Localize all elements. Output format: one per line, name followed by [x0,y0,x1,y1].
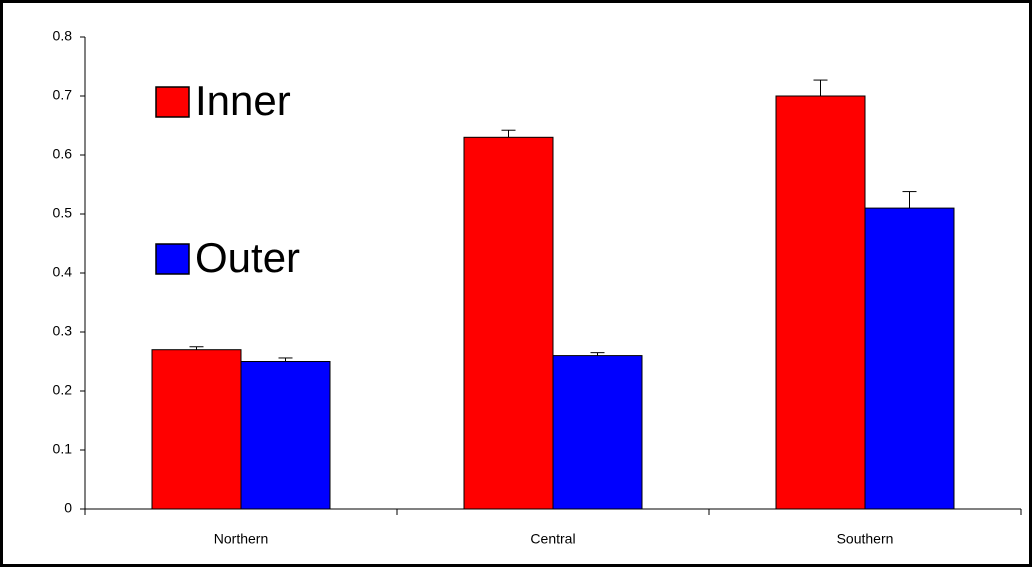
bar [463,136,554,510]
y-tick-label: 0.2 [53,382,73,398]
y-tick-label: 0.4 [53,264,73,280]
error-bar [189,346,204,350]
y-tick-label: 0.8 [53,28,73,44]
legend-swatch [155,86,190,118]
x-tick-label: Central [530,531,575,547]
error-bar [278,357,293,362]
error-bar [902,191,917,209]
y-tick-label: 0.7 [53,87,73,103]
x-tick-label: Southern [837,531,894,547]
bar [864,207,955,510]
bar [775,95,866,510]
y-tick-label: 0.5 [53,205,73,221]
y-tick-label: 0 [64,500,72,516]
x-tick-label: Northern [214,531,268,547]
bar [151,349,242,510]
bar [552,355,643,510]
legend-swatch [155,243,190,275]
y-tick-label: 0.3 [53,323,73,339]
error-bar [813,79,828,96]
y-tick-label: 0.1 [53,441,73,457]
y-tick-label: 0.6 [53,146,73,162]
legend-label: Inner [195,77,291,124]
legend-label: Outer [195,234,300,281]
error-bar [590,352,605,356]
error-bar [501,129,516,138]
bar [240,361,331,510]
